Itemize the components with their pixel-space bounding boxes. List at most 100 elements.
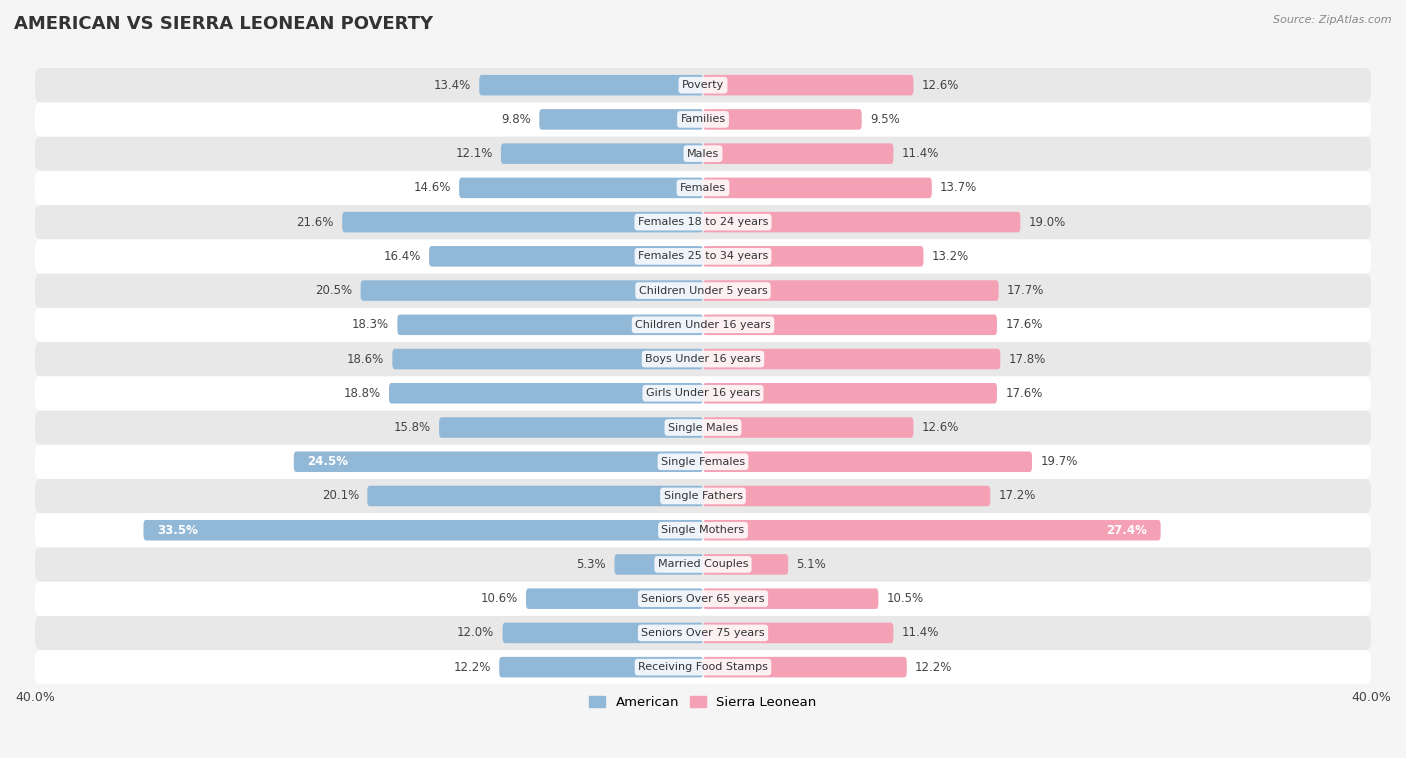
Text: 10.5%: 10.5% <box>887 592 924 605</box>
FancyBboxPatch shape <box>703 622 893 644</box>
Text: Males: Males <box>688 149 718 158</box>
FancyBboxPatch shape <box>703 143 893 164</box>
Text: Boys Under 16 years: Boys Under 16 years <box>645 354 761 364</box>
FancyBboxPatch shape <box>35 342 1371 376</box>
Text: 17.7%: 17.7% <box>1007 284 1045 297</box>
Text: Married Couples: Married Couples <box>658 559 748 569</box>
Text: Seniors Over 65 years: Seniors Over 65 years <box>641 594 765 603</box>
Text: 12.6%: 12.6% <box>922 79 959 92</box>
FancyBboxPatch shape <box>501 143 703 164</box>
FancyBboxPatch shape <box>479 75 703 96</box>
Text: 5.3%: 5.3% <box>576 558 606 571</box>
Text: Females 25 to 34 years: Females 25 to 34 years <box>638 252 768 262</box>
FancyBboxPatch shape <box>367 486 703 506</box>
Text: 16.4%: 16.4% <box>384 250 420 263</box>
FancyBboxPatch shape <box>35 274 1371 308</box>
FancyBboxPatch shape <box>294 452 703 472</box>
Text: 20.1%: 20.1% <box>322 490 359 503</box>
FancyBboxPatch shape <box>35 376 1371 410</box>
FancyBboxPatch shape <box>703 383 997 403</box>
Text: Children Under 5 years: Children Under 5 years <box>638 286 768 296</box>
FancyBboxPatch shape <box>499 657 703 678</box>
Text: 9.5%: 9.5% <box>870 113 900 126</box>
Text: 12.2%: 12.2% <box>454 661 491 674</box>
Text: 10.6%: 10.6% <box>481 592 517 605</box>
FancyBboxPatch shape <box>540 109 703 130</box>
Text: Seniors Over 75 years: Seniors Over 75 years <box>641 628 765 638</box>
Text: 5.1%: 5.1% <box>797 558 827 571</box>
Text: 17.2%: 17.2% <box>998 490 1036 503</box>
Text: 13.2%: 13.2% <box>932 250 969 263</box>
FancyBboxPatch shape <box>35 547 1371 581</box>
Text: 13.4%: 13.4% <box>433 79 471 92</box>
Text: Children Under 16 years: Children Under 16 years <box>636 320 770 330</box>
FancyBboxPatch shape <box>703 417 914 438</box>
Text: Females 18 to 24 years: Females 18 to 24 years <box>638 217 768 227</box>
Text: 15.8%: 15.8% <box>394 421 430 434</box>
FancyBboxPatch shape <box>439 417 703 438</box>
FancyBboxPatch shape <box>703 75 914 96</box>
Text: 17.6%: 17.6% <box>1005 387 1043 399</box>
FancyBboxPatch shape <box>35 581 1371 615</box>
FancyBboxPatch shape <box>35 171 1371 205</box>
Text: Receiving Food Stamps: Receiving Food Stamps <box>638 662 768 672</box>
Text: 18.3%: 18.3% <box>352 318 389 331</box>
FancyBboxPatch shape <box>429 246 703 267</box>
FancyBboxPatch shape <box>703 315 997 335</box>
Text: Females: Females <box>681 183 725 193</box>
Text: 19.7%: 19.7% <box>1040 456 1078 468</box>
FancyBboxPatch shape <box>460 177 703 198</box>
Text: Single Fathers: Single Fathers <box>664 491 742 501</box>
FancyBboxPatch shape <box>360 280 703 301</box>
FancyBboxPatch shape <box>526 588 703 609</box>
FancyBboxPatch shape <box>35 650 1371 684</box>
Text: 17.6%: 17.6% <box>1005 318 1043 331</box>
Text: Single Males: Single Males <box>668 422 738 433</box>
Text: 13.7%: 13.7% <box>941 181 977 194</box>
FancyBboxPatch shape <box>35 615 1371 650</box>
Text: 21.6%: 21.6% <box>297 215 333 229</box>
Text: 33.5%: 33.5% <box>157 524 198 537</box>
FancyBboxPatch shape <box>703 211 1021 233</box>
Text: Single Females: Single Females <box>661 457 745 467</box>
FancyBboxPatch shape <box>35 513 1371 547</box>
FancyBboxPatch shape <box>502 622 703 644</box>
Text: Single Mothers: Single Mothers <box>661 525 745 535</box>
Text: Girls Under 16 years: Girls Under 16 years <box>645 388 761 398</box>
FancyBboxPatch shape <box>342 211 703 233</box>
Text: Source: ZipAtlas.com: Source: ZipAtlas.com <box>1274 15 1392 25</box>
FancyBboxPatch shape <box>703 109 862 130</box>
FancyBboxPatch shape <box>392 349 703 369</box>
FancyBboxPatch shape <box>614 554 703 575</box>
FancyBboxPatch shape <box>35 68 1371 102</box>
FancyBboxPatch shape <box>35 445 1371 479</box>
FancyBboxPatch shape <box>143 520 703 540</box>
FancyBboxPatch shape <box>35 240 1371 274</box>
Text: 12.1%: 12.1% <box>456 147 492 160</box>
Text: Poverty: Poverty <box>682 80 724 90</box>
Text: 12.2%: 12.2% <box>915 661 952 674</box>
Text: 12.6%: 12.6% <box>922 421 959 434</box>
FancyBboxPatch shape <box>703 588 879 609</box>
FancyBboxPatch shape <box>703 280 998 301</box>
Text: 18.8%: 18.8% <box>343 387 381 399</box>
Text: Families: Families <box>681 114 725 124</box>
Text: 9.8%: 9.8% <box>501 113 531 126</box>
FancyBboxPatch shape <box>703 520 1160 540</box>
Legend: American, Sierra Leonean: American, Sierra Leonean <box>583 691 823 715</box>
Text: 24.5%: 24.5% <box>307 456 349 468</box>
FancyBboxPatch shape <box>703 349 1000 369</box>
Text: 18.6%: 18.6% <box>347 352 384 365</box>
FancyBboxPatch shape <box>35 136 1371 171</box>
Text: 20.5%: 20.5% <box>315 284 353 297</box>
FancyBboxPatch shape <box>703 177 932 198</box>
Text: 12.0%: 12.0% <box>457 626 495 640</box>
FancyBboxPatch shape <box>35 102 1371 136</box>
FancyBboxPatch shape <box>703 486 990 506</box>
FancyBboxPatch shape <box>35 410 1371 445</box>
Text: 17.8%: 17.8% <box>1008 352 1046 365</box>
FancyBboxPatch shape <box>703 452 1032 472</box>
Text: 19.0%: 19.0% <box>1029 215 1066 229</box>
Text: AMERICAN VS SIERRA LEONEAN POVERTY: AMERICAN VS SIERRA LEONEAN POVERTY <box>14 15 433 33</box>
FancyBboxPatch shape <box>35 308 1371 342</box>
